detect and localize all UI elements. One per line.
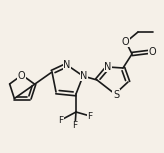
- Text: O: O: [18, 71, 25, 80]
- Text: F: F: [72, 121, 78, 131]
- Text: O: O: [122, 37, 129, 47]
- Text: S: S: [113, 90, 119, 99]
- Text: N: N: [80, 71, 88, 81]
- Text: N: N: [104, 62, 112, 71]
- Text: F: F: [87, 112, 92, 121]
- Text: O: O: [148, 47, 156, 57]
- Text: F: F: [58, 116, 64, 125]
- Text: N: N: [63, 60, 71, 69]
